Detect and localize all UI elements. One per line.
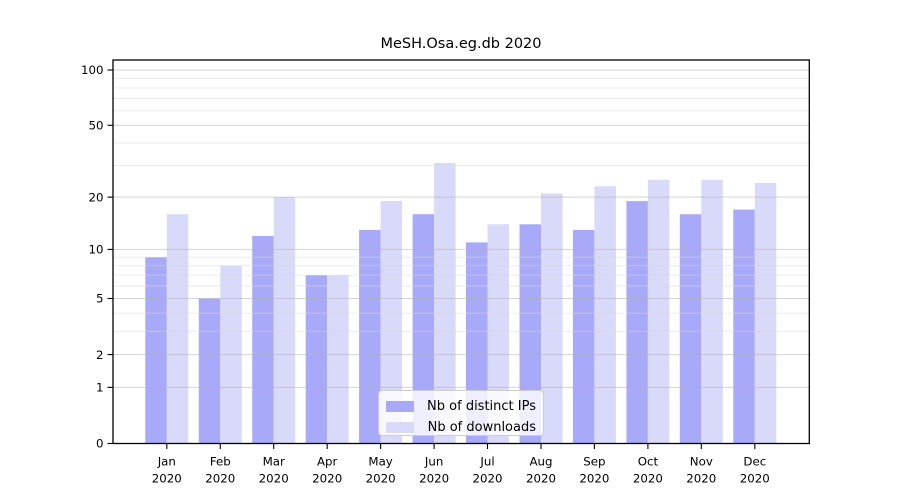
y-tick-label: 20 (88, 190, 103, 204)
chart-title: MeSH.Osa.eg.db 2020 (380, 36, 542, 52)
x-tick-label: Jul (479, 455, 494, 469)
bar (679, 214, 702, 444)
bar (541, 193, 563, 444)
bar (198, 298, 221, 444)
x-tick-label: Oct (638, 455, 659, 469)
bar (594, 186, 616, 444)
legend: Nb of distinct IPs Nb of downloads (378, 390, 544, 436)
bar (412, 214, 435, 444)
y-tick-label: 2 (96, 348, 104, 362)
x-tick-label: Mar (263, 455, 285, 469)
bar (359, 229, 381, 444)
bar (572, 229, 595, 444)
bar (487, 224, 509, 444)
bar (145, 257, 167, 444)
legend-item-downloads: Nb of downloads (386, 417, 536, 438)
bar (626, 201, 648, 444)
x-tick-label: 2020 (633, 472, 663, 486)
bar (273, 197, 296, 444)
bar (166, 214, 189, 444)
y-axis: 0 1 2 5 10 20 50 100 (81, 63, 113, 451)
minor-gridlines (113, 77, 810, 332)
bar (327, 275, 349, 444)
y-tick-label: 0 (96, 437, 104, 451)
x-tick-label: Nov (690, 455, 713, 469)
bars-downloads (166, 163, 777, 444)
spines (112, 59, 810, 445)
x-tick-label: 2020 (366, 472, 396, 486)
bar (305, 275, 328, 444)
x-tick-label: 2020 (472, 472, 502, 486)
y-tick-label: 1 (96, 381, 104, 395)
legend-label-downloads: Nb of downloads (427, 420, 536, 435)
x-tick-label: 2020 (259, 472, 289, 486)
x-tick-label: 2020 (205, 472, 235, 486)
x-tick-label: Jan (157, 455, 176, 469)
bar (252, 235, 274, 444)
legend-item-distinct-ips: Nb of distinct IPs (386, 396, 536, 417)
x-tick-label: Feb (210, 455, 231, 469)
y-tick-label: 50 (88, 119, 103, 133)
y-tick-label: 5 (96, 292, 104, 306)
legend-swatch-distinct-ips (386, 401, 414, 412)
bar (647, 179, 670, 444)
y-tick-label: 10 (88, 243, 103, 257)
x-tick-label: Aug (529, 455, 552, 469)
bar (733, 209, 755, 444)
x-tick-label: 2020 (740, 472, 770, 486)
x-tick-label: Apr (317, 455, 338, 469)
legend-swatch-downloads (386, 422, 414, 433)
x-tick-label: 2020 (312, 472, 342, 486)
major-gridlines (113, 69, 810, 388)
x-tick-label: 2020 (526, 472, 556, 486)
bar (519, 224, 541, 444)
x-tick-label: Jun (424, 455, 443, 469)
plot-border (112, 59, 810, 445)
bar (380, 201, 403, 444)
x-tick-label: 2020 (579, 472, 609, 486)
x-tick-label: 2020 (686, 472, 716, 486)
x-tick-label: May (368, 455, 392, 469)
x-tick-label: Dec (743, 455, 766, 469)
y-tick-label: 100 (81, 63, 104, 77)
bar (701, 179, 723, 444)
x-tick-label: Sep (583, 455, 605, 469)
bar (434, 163, 456, 444)
x-tick-label: 2020 (152, 472, 182, 486)
x-axis: Jan 2020 Feb 2020 Mar 2020 Apr 2020 May 2020 Jun 20… (152, 443, 770, 486)
x-tick-label: 2020 (419, 472, 449, 486)
legend-label-distinct-ips: Nb of distinct IPs (427, 399, 536, 414)
